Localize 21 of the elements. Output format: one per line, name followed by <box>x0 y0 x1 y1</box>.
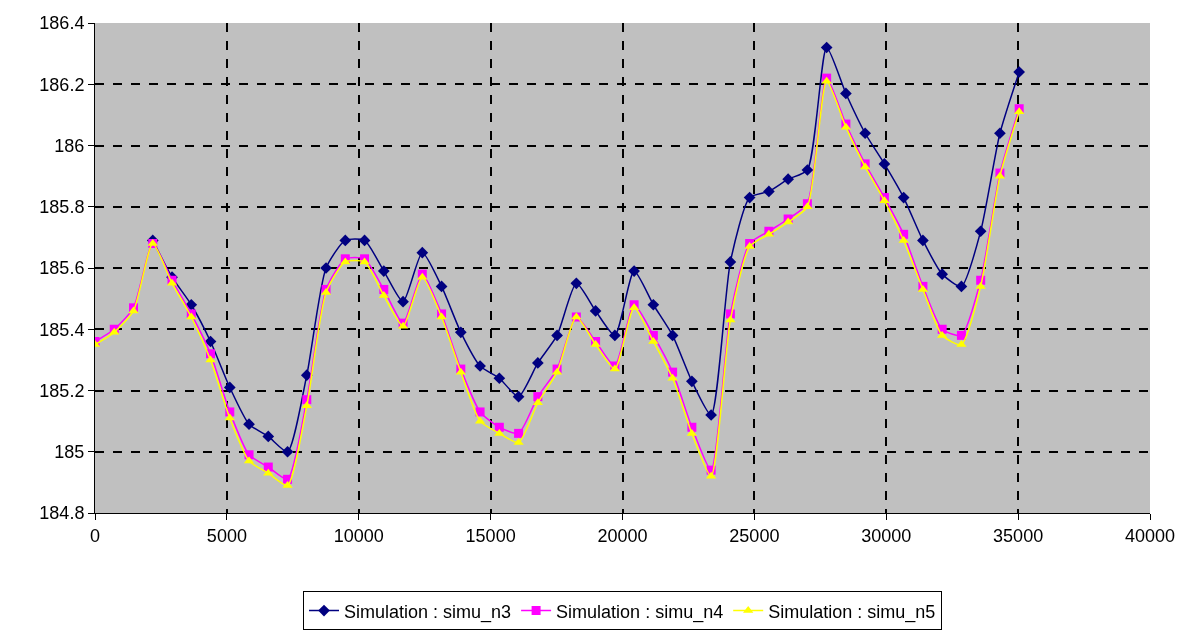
y-tick-label: 186.2 <box>39 74 85 95</box>
x-tick-label: 0 <box>89 525 101 546</box>
y-tick-label: 185.8 <box>39 197 85 218</box>
y-tick-label: 184.8 <box>39 503 85 524</box>
x-tick-label: 35000 <box>993 525 1044 546</box>
legend-label: Simulation : simu_n5 <box>768 601 936 623</box>
y-tick-label: 185.4 <box>39 319 85 340</box>
x-tick-label: 10000 <box>333 525 384 546</box>
x-tick-label: 5000 <box>206 525 247 546</box>
y-tick-label: 185.2 <box>39 380 85 401</box>
x-tick-label: 15000 <box>465 525 516 546</box>
y-tick-label: 185 <box>54 442 85 463</box>
y-tick-label: 186 <box>54 135 85 156</box>
y-tick-label: 185.6 <box>39 258 85 279</box>
x-tick-label: 40000 <box>1124 525 1176 546</box>
x-tick-label: 20000 <box>597 525 648 546</box>
y-tick-label: 186.4 <box>39 13 85 34</box>
legend-label: Simulation : simu_n3 <box>344 601 512 623</box>
x-tick-label: 30000 <box>861 525 912 546</box>
x-tick-label: 25000 <box>729 525 780 546</box>
legend-label: Simulation : simu_n4 <box>556 601 724 623</box>
